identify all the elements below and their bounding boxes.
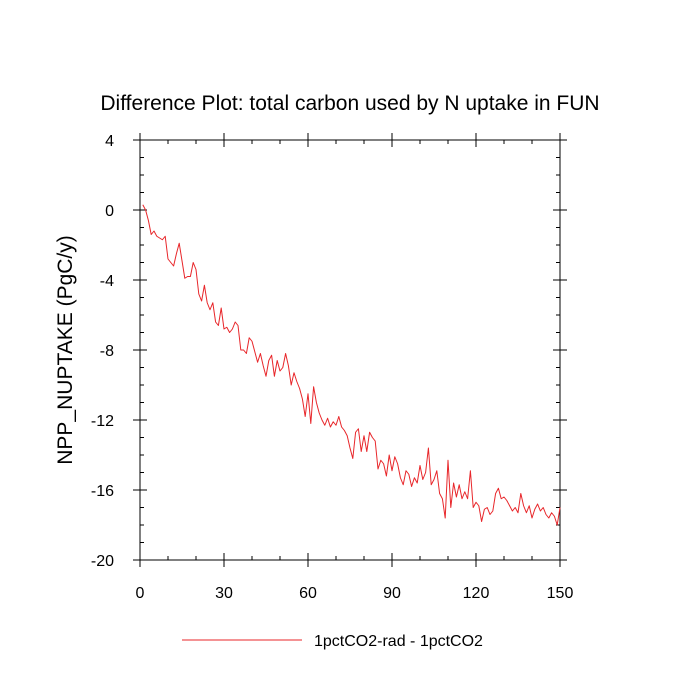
y-axis-label: NPP_NUPTAKE (PgC/y)	[54, 235, 77, 465]
x-tick-label: 0	[136, 585, 145, 602]
axis-tick-labels: 0 30 60 90 120 150 4 0 -4 -8 -12 -16 -20	[91, 133, 574, 602]
x-tick-label: 150	[547, 585, 574, 602]
series-group	[142, 204, 561, 526]
series-line	[142, 204, 561, 526]
x-tick-label: 60	[299, 585, 317, 602]
legend-label: 1pctCO2-rad - 1pctCO2	[314, 633, 483, 650]
y-tick-label: -12	[91, 413, 114, 430]
x-tick-label: 90	[383, 585, 401, 602]
y-tick-label: -4	[100, 273, 114, 290]
legend: 1pctCO2-rad - 1pctCO2	[182, 633, 483, 650]
chart-title: Difference Plot: total carbon used by N …	[100, 92, 599, 115]
y-tick-label: -20	[91, 553, 114, 570]
y-tick-label: 4	[105, 133, 114, 150]
plot-area-frame	[139, 139, 561, 561]
y-tick-label: 0	[105, 203, 114, 220]
x-tick-label: 120	[463, 585, 490, 602]
y-tick-label: -8	[100, 343, 114, 360]
x-tick-label: 30	[215, 585, 233, 602]
axis-ticks	[133, 133, 567, 567]
y-tick-label: -16	[91, 483, 114, 500]
